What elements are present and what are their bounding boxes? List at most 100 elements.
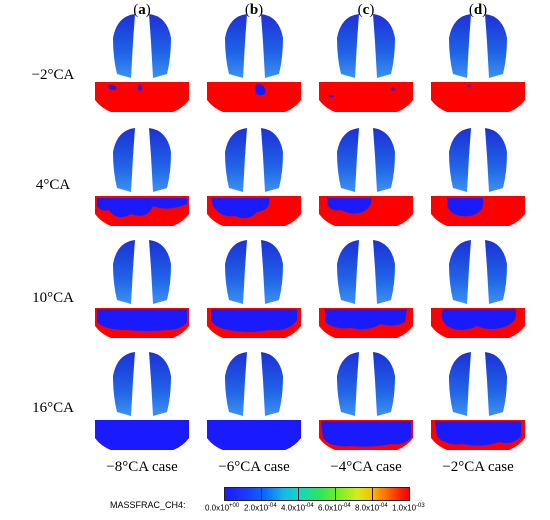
cylinder-contour [431, 240, 525, 338]
intake-port-right [485, 240, 507, 304]
contour-cell-r1-c4 [423, 12, 533, 117]
intake-port-left [449, 352, 471, 416]
contour-cell-r4-c2 [199, 350, 309, 455]
intake-port-right [149, 240, 171, 304]
legend-tick-3 [335, 487, 336, 501]
contour-cell-r3-c1 [87, 238, 197, 343]
unburned-region [467, 85, 471, 88]
legend-tick-exponent: -04 [268, 503, 277, 509]
contour-cell-r1-c3 [311, 12, 421, 117]
unburned-region [211, 309, 297, 332]
intake-port-left [337, 240, 359, 304]
contour-cell-r1-c1 [87, 12, 197, 117]
combustion-chamber [207, 82, 301, 112]
legend-tick-exponent: -04 [305, 503, 314, 509]
legend-tick-label: 0.0x10+00 [205, 503, 240, 513]
intake-port-right [373, 128, 395, 192]
unburned-region [321, 421, 411, 447]
case-label-a: −8°CA case [106, 459, 178, 475]
intake-port-right [485, 128, 507, 192]
column-letter-c: (c) [357, 2, 375, 18]
cylinder-contour [207, 14, 301, 112]
contour-cell-r3-c2 [199, 238, 309, 343]
contour-cell-r4-c3 [311, 350, 421, 455]
case-label-d: −2°CA case [442, 459, 514, 475]
cylinder-contour [95, 14, 189, 112]
intake-port-left [225, 14, 247, 78]
legend-title: MASSFRAC_CH4: [110, 500, 186, 510]
intake-port-left [113, 352, 135, 416]
intake-port-left [337, 352, 359, 416]
intake-port-left [337, 128, 359, 192]
case-label-c: −4°CA case [330, 459, 402, 475]
intake-port-left [449, 128, 471, 192]
cylinder-contour [319, 240, 413, 338]
legend-tick-1 [261, 487, 262, 501]
unburned-region [255, 84, 266, 96]
unburned-region [95, 420, 189, 450]
intake-port-right [485, 14, 507, 78]
unburned-region [97, 309, 187, 331]
unburned-region [435, 421, 521, 446]
contour-cell-r3-c3 [311, 238, 421, 343]
legend-tick-label: 2.0x10-04 [244, 503, 277, 513]
legend-tick-exponent: -04 [379, 503, 388, 509]
legend-tick-exponent: -03 [416, 503, 425, 509]
contour-cell-r2-c4 [423, 126, 533, 231]
cylinder-contour [95, 352, 189, 450]
intake-port-right [149, 352, 171, 416]
legend-tick-label: 4.0x10-04 [281, 503, 314, 513]
legend-tick-label: 6.0x10-04 [318, 503, 351, 513]
intake-port-right [261, 240, 283, 304]
cylinder-contour [319, 352, 413, 450]
intake-port-right [261, 352, 283, 416]
cylinder-contour [431, 14, 525, 112]
column-letter-b: (b) [244, 2, 264, 18]
intake-port-left [225, 352, 247, 416]
unburned-region [211, 198, 270, 219]
cylinder-contour [207, 240, 301, 338]
combustion-chamber [431, 82, 525, 112]
cylinder-contour [431, 128, 525, 226]
legend-tick-exponent: +00 [229, 503, 240, 509]
unburned-region [327, 198, 372, 214]
cylinder-contour [319, 14, 413, 112]
intake-port-left [113, 14, 135, 78]
intake-port-right [261, 14, 283, 78]
unburned-region [325, 309, 407, 330]
intake-port-left [225, 128, 247, 192]
unburned-region [207, 420, 301, 450]
intake-port-left [113, 128, 135, 192]
intake-port-left [225, 240, 247, 304]
unburned-region [97, 198, 187, 218]
intake-port-left [113, 240, 135, 304]
column-letter-a: (a) [133, 2, 151, 18]
legend-colorbar [224, 487, 410, 501]
intake-port-left [449, 240, 471, 304]
cylinder-contour [207, 128, 301, 226]
intake-port-right [373, 240, 395, 304]
intake-port-left [449, 14, 471, 78]
cylinder-contour [431, 352, 525, 450]
legend-tick-label: 1.0x10-03 [392, 503, 425, 513]
legend-tick-exponent: -04 [342, 503, 351, 509]
contour-cell-r2-c2 [199, 126, 309, 231]
intake-port-right [373, 352, 395, 416]
case-label-b: −6°CA case [218, 459, 290, 475]
contour-cell-r2-c3 [311, 126, 421, 231]
legend-tick-4 [372, 487, 373, 501]
cylinder-contour [207, 352, 301, 450]
cylinder-contour [95, 128, 189, 226]
intake-port-right [373, 14, 395, 78]
combustion-chamber [319, 82, 413, 112]
combustion-chamber [95, 82, 189, 112]
cylinder-contour [319, 128, 413, 226]
contour-cell-r1-c2 [199, 12, 309, 117]
contour-cell-r4-c1 [87, 350, 197, 455]
intake-port-right [485, 352, 507, 416]
unburned-region [107, 84, 143, 91]
row-label-crank-angle-4: 16°CA [32, 400, 74, 416]
contour-cell-r3-c4 [423, 238, 533, 343]
cylinder-contour [95, 240, 189, 338]
intake-port-right [149, 128, 171, 192]
